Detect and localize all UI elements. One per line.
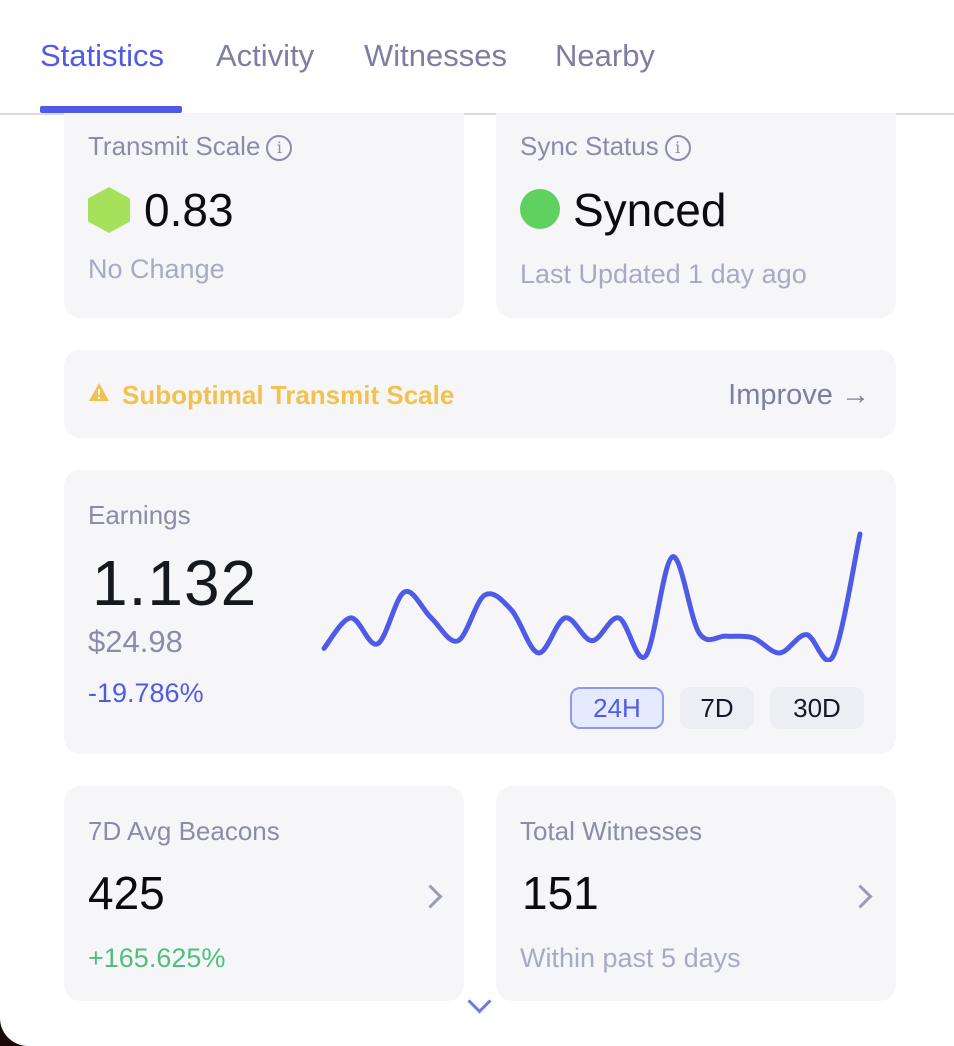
chevron-right-icon (848, 884, 873, 909)
range-7d-button[interactable]: 7D (680, 687, 754, 729)
earnings-usd: $24.98 (88, 624, 183, 659)
transmit-scale-card: Transmit Scale i 0.83 No Change (64, 113, 464, 318)
beacons-label: 7D Avg Beacons (88, 816, 280, 846)
status-dot-icon (520, 189, 560, 229)
last-updated-text: Last Updated 1 day ago (520, 259, 807, 289)
witnesses-label: Total Witnesses (520, 816, 703, 846)
info-icon[interactable]: i (664, 135, 691, 161)
active-tab-indicator (40, 106, 182, 113)
tab-witnesses[interactable]: Witnesses (364, 38, 507, 73)
witnesses-note: Within past 5 days (520, 943, 741, 973)
witnesses-value: 151 (522, 867, 599, 919)
earnings-label: Earnings (88, 500, 191, 530)
transmit-scale-label: Transmit Scale (88, 131, 261, 161)
info-icon[interactable]: i (266, 135, 293, 161)
earnings-card (64, 470, 896, 754)
witnesses-card[interactable]: Total Witnesses 151 Within past 5 days (496, 786, 896, 1001)
tab-bar: Statistics Activity Witnesses Nearby (0, 0, 954, 115)
tab-activity[interactable]: Activity (216, 38, 315, 73)
beacons-card[interactable]: 7D Avg Beacons 425 +165.625% (64, 786, 464, 1001)
warning-banner[interactable] (64, 350, 896, 438)
sync-status-card: Sync Status i Synced Last Updated 1 day a… (496, 113, 896, 318)
sync-status-value: Synced (573, 184, 727, 236)
earnings-sparkline (321, 531, 863, 662)
improve-link[interactable]: Improve → (728, 379, 870, 411)
transmit-scale-value: 0.83 (144, 184, 234, 236)
tab-statistics[interactable]: Statistics (40, 38, 165, 73)
hexagon-icon (88, 187, 130, 233)
chevron-right-icon (418, 884, 443, 909)
earnings-value: 1.132 (92, 547, 258, 619)
range-30d-button[interactable]: 30D (770, 687, 864, 729)
sync-status-label: Sync Status (520, 131, 659, 161)
transmit-scale-change: No Change (88, 254, 225, 284)
chevron-down-icon[interactable] (467, 989, 492, 1014)
warning-icon (89, 383, 109, 401)
warning-text: Suboptimal Transmit Scale (122, 380, 455, 410)
tab-nearby[interactable]: Nearby (555, 38, 655, 73)
beacons-value: 425 (88, 867, 165, 919)
beacons-change: +165.625% (88, 943, 226, 973)
range-24h-button[interactable]: 24H (570, 687, 664, 729)
sparkline-series (321, 531, 863, 662)
earnings-change: -19.786% (88, 678, 204, 708)
